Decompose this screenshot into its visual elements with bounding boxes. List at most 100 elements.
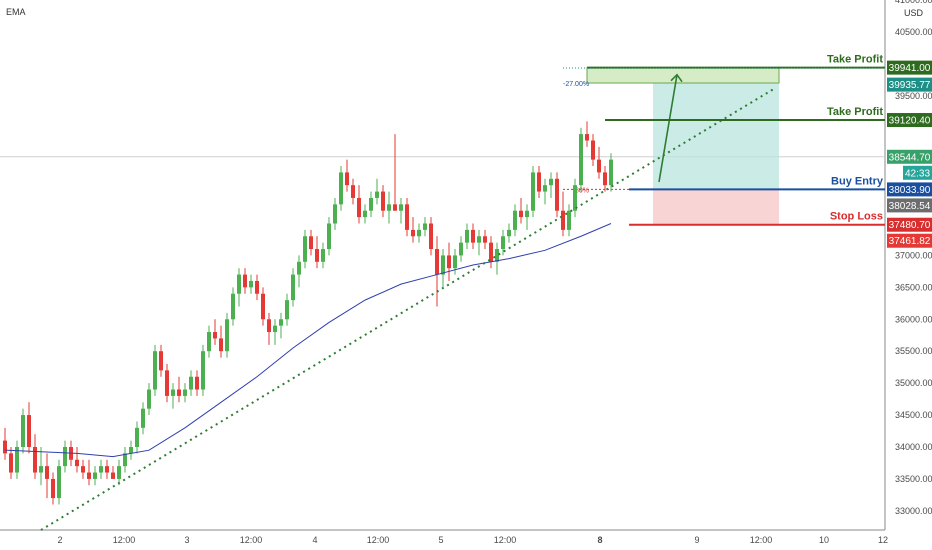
time-tick: 5: [438, 535, 443, 545]
candle-body: [567, 210, 571, 230]
candle-body: [309, 236, 313, 250]
candle-body: [225, 319, 229, 352]
take_profit_1-label: Take Profit: [827, 106, 883, 118]
candle-body: [351, 185, 355, 198]
candle-body: [519, 210, 523, 218]
candle-body: [417, 229, 421, 237]
candle-body: [459, 242, 463, 256]
candle-body: [273, 325, 277, 333]
candle-body: [111, 472, 115, 479]
time-tick: 10: [819, 535, 829, 545]
price-tick: 36500.00: [895, 282, 932, 292]
take_profit_2-label: Take Profit: [827, 54, 883, 66]
candle-body: [327, 223, 331, 250]
candle-body: [513, 210, 517, 230]
candle-body: [429, 223, 433, 250]
time-axis[interactable]: 2 12:00 3 12:00 4 12:00 5 12:00 8 9 12:00 10 12: [57, 535, 888, 545]
time-tick: 4: [312, 535, 317, 545]
buy_entry-tag-bg: [887, 182, 932, 197]
candlestick-series: [3, 121, 613, 505]
price-tick: 39500.00: [895, 91, 932, 101]
candle-body: [267, 319, 271, 333]
fib-label-mid: 80%: [575, 187, 589, 194]
candle-body: [117, 466, 121, 479]
profit-zone: [653, 67, 779, 190]
candle-body: [105, 466, 109, 473]
candle-body: [195, 376, 199, 390]
price-axis[interactable]: 33000.00 33500.00 34000.00 34500.00 35000.00…: [887, 0, 932, 516]
time-tick: 2: [57, 535, 62, 545]
candle-body: [603, 172, 607, 186]
candle-body: [411, 229, 415, 237]
candle-body: [153, 351, 157, 390]
candle-body: [357, 197, 361, 218]
candle-body: [9, 453, 13, 473]
candle-body: [249, 280, 253, 288]
candle-body: [231, 293, 235, 320]
candle-body: [183, 389, 187, 396]
candle-body: [573, 185, 577, 211]
candle-body: [435, 249, 439, 275]
candle-body: [447, 255, 451, 269]
candle-body: [57, 466, 61, 499]
stop_loss-label: Stop Loss: [830, 211, 883, 223]
stop_marker-tag: 37461.82: [889, 236, 931, 247]
price-tick: 36000.00: [895, 314, 932, 324]
ema_value-tag-bg: [887, 198, 932, 213]
candle-body: [303, 236, 307, 262]
candle-body: [315, 249, 319, 262]
candle-body: [555, 178, 559, 211]
candle-body: [549, 178, 553, 186]
candle-body: [495, 249, 499, 262]
candle-body: [63, 446, 67, 467]
candle-body: [525, 210, 529, 218]
candle-body: [243, 274, 247, 288]
candle-body: [27, 415, 31, 447]
buy_entry-tag: 38033.90: [889, 185, 931, 196]
target-arrow-shaft: [658, 74, 678, 183]
candle-body: [387, 204, 391, 211]
candle-body: [177, 389, 181, 396]
candle-body: [537, 172, 541, 192]
countdown-label: 42:33: [905, 168, 930, 179]
candle-body: [75, 459, 79, 467]
candle-body: [297, 261, 301, 275]
candle-body: [399, 204, 403, 211]
candle-body: [483, 236, 487, 243]
ema-layer: [4, 223, 612, 458]
candle-body: [333, 204, 337, 224]
candle-body: [381, 191, 385, 211]
candle-body: [405, 204, 409, 230]
stop_loss-tag-bg: [887, 217, 932, 232]
target_dotted-tag-bg: [887, 77, 932, 92]
buy_entry-label: Buy Entry: [831, 175, 884, 187]
candle-body: [171, 389, 175, 396]
trendline-layer: [40, 88, 774, 531]
candle-body: [561, 210, 565, 230]
candle-body: [147, 389, 151, 409]
candle-body: [609, 159, 613, 186]
candle-body: [579, 134, 583, 186]
take_profit_1-tag: 39120.40: [889, 116, 931, 127]
candle-body: [213, 332, 217, 339]
candle-body: [261, 293, 265, 320]
candle-body: [45, 466, 49, 479]
candle-body: [591, 140, 595, 160]
time-tick: 12:00: [750, 535, 773, 545]
candle-body: [3, 440, 7, 454]
candle-body: [501, 236, 505, 250]
candle-body: [585, 134, 589, 141]
candle-body: [477, 236, 481, 243]
candle-body: [339, 172, 343, 205]
ema-line: [4, 223, 612, 458]
take_profit_2-tag-bg: [887, 60, 932, 75]
candle-body: [189, 376, 193, 390]
candle-body: [441, 255, 445, 275]
candle-body: [543, 185, 547, 192]
candle-body: [321, 249, 325, 262]
price-levels: Take Profit Take Profit Buy Entry Stop Loss: [563, 54, 885, 226]
candle-body: [423, 223, 427, 230]
candle-body: [255, 280, 259, 294]
candle-body: [507, 229, 511, 237]
